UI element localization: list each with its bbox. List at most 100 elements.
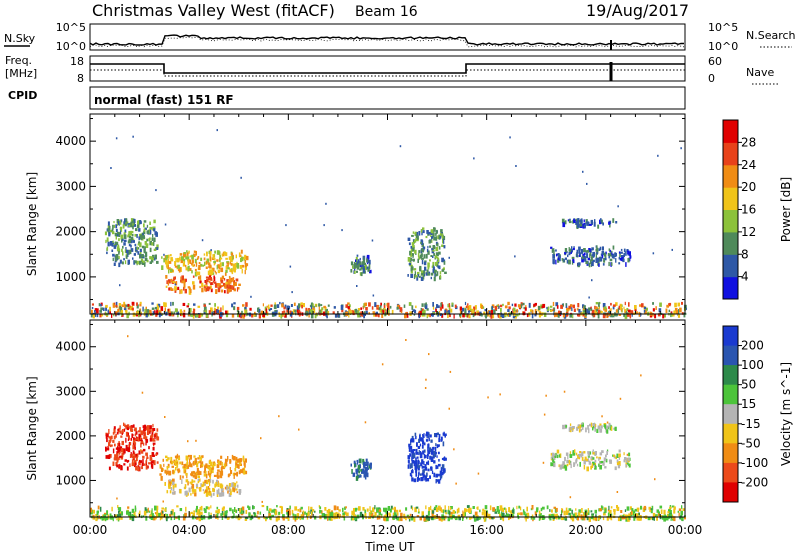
echo-cell	[237, 287, 240, 290]
echo-cell	[616, 453, 619, 458]
echo-cell	[433, 227, 435, 230]
echo-cell	[386, 309, 388, 314]
echo-cell	[437, 479, 441, 484]
echo-cell	[127, 427, 130, 431]
echo-cell	[387, 302, 390, 308]
echo-cell	[196, 313, 199, 318]
echo-cell	[572, 428, 574, 431]
echo-cell	[563, 258, 565, 262]
echo-cell	[182, 312, 186, 318]
echo-cell	[186, 250, 188, 253]
echo-cell	[344, 506, 346, 510]
echo-cell	[286, 308, 289, 313]
y-tick-label: 4000	[55, 134, 86, 148]
echo-cell	[109, 306, 111, 312]
echo-cell	[606, 425, 609, 430]
echo-cell	[448, 313, 451, 318]
echo-cell	[552, 258, 555, 264]
echo-cell	[605, 251, 607, 255]
echo-cell	[581, 508, 583, 513]
echo-cell	[531, 310, 534, 314]
echo-cell	[234, 507, 236, 512]
colorbar-tick-label: 50	[741, 378, 756, 392]
echo-cell	[431, 470, 434, 474]
echo-cell	[649, 311, 652, 315]
echo-cell	[154, 254, 157, 260]
echo-cell	[134, 427, 137, 432]
echo-cell	[298, 313, 301, 317]
echo-cell	[139, 253, 142, 259]
echo-cell	[106, 251, 108, 255]
echo-cell	[210, 272, 213, 275]
echo-cell	[143, 230, 146, 235]
echo-cell	[423, 261, 427, 266]
echo-cell	[652, 512, 656, 518]
echo-cell	[137, 311, 139, 314]
echo-cell	[133, 428, 136, 432]
echo-cell	[506, 513, 509, 518]
echo-cell	[174, 281, 178, 285]
echo-cell	[423, 309, 426, 314]
echo-cell	[289, 505, 291, 509]
echo-cell	[291, 509, 294, 515]
echo-cell	[374, 505, 376, 510]
echo-cell	[188, 287, 191, 290]
echo-cell	[673, 310, 676, 314]
echo-cell	[347, 306, 350, 310]
echo-cell	[233, 482, 237, 488]
echo-cell	[418, 438, 420, 443]
echo-cell	[118, 220, 122, 225]
echo-cell	[131, 220, 135, 224]
echo-cell	[418, 471, 420, 474]
echo-cell	[126, 313, 129, 319]
echo-cell	[593, 313, 596, 318]
echo-cell	[562, 222, 566, 228]
echo-cell	[244, 462, 246, 468]
echo-cell	[413, 478, 417, 483]
echo-cell	[392, 516, 395, 520]
echo-cell	[191, 479, 194, 484]
echo-cell	[109, 241, 113, 246]
echo-cell	[116, 453, 119, 458]
echo-cell	[677, 302, 680, 307]
echo-cell	[657, 154, 659, 157]
echo-cell	[476, 516, 479, 521]
echo-cell	[186, 474, 188, 479]
echo-cell	[107, 445, 109, 450]
echo-cell	[469, 308, 472, 312]
echo-cell	[670, 313, 674, 317]
echo-cell	[608, 221, 611, 225]
echo-cell	[141, 245, 145, 249]
echo-cell	[599, 423, 602, 426]
echo-cell	[444, 309, 447, 313]
echo-cell	[588, 262, 591, 268]
echo-cell	[236, 484, 239, 488]
y-tick-label: 2000	[55, 429, 86, 443]
echo-cell	[235, 510, 238, 513]
echo-cell	[123, 232, 126, 236]
echo-cell	[581, 426, 584, 430]
echo-cell	[427, 265, 430, 270]
echo-cell	[233, 282, 235, 287]
echo-cell	[603, 258, 606, 263]
echo-cell	[237, 515, 241, 521]
echo-cell	[283, 306, 286, 310]
echo-cell	[527, 513, 530, 517]
echo-cell	[298, 428, 300, 431]
echo-cell	[142, 455, 145, 459]
echo-cell	[178, 267, 181, 272]
echo-cell	[144, 246, 146, 249]
echo-cell	[669, 302, 672, 306]
echo-cell	[419, 517, 422, 521]
echo-cell	[591, 254, 595, 258]
echo-cell	[273, 508, 276, 513]
echo-cell	[276, 309, 278, 313]
echo-cell	[553, 456, 555, 460]
echo-cell	[431, 512, 434, 518]
echo-cell	[458, 516, 461, 521]
echo-cell	[561, 508, 563, 511]
echo-cell	[578, 262, 581, 266]
echo-cell	[130, 221, 133, 225]
echo-cell	[123, 307, 127, 311]
